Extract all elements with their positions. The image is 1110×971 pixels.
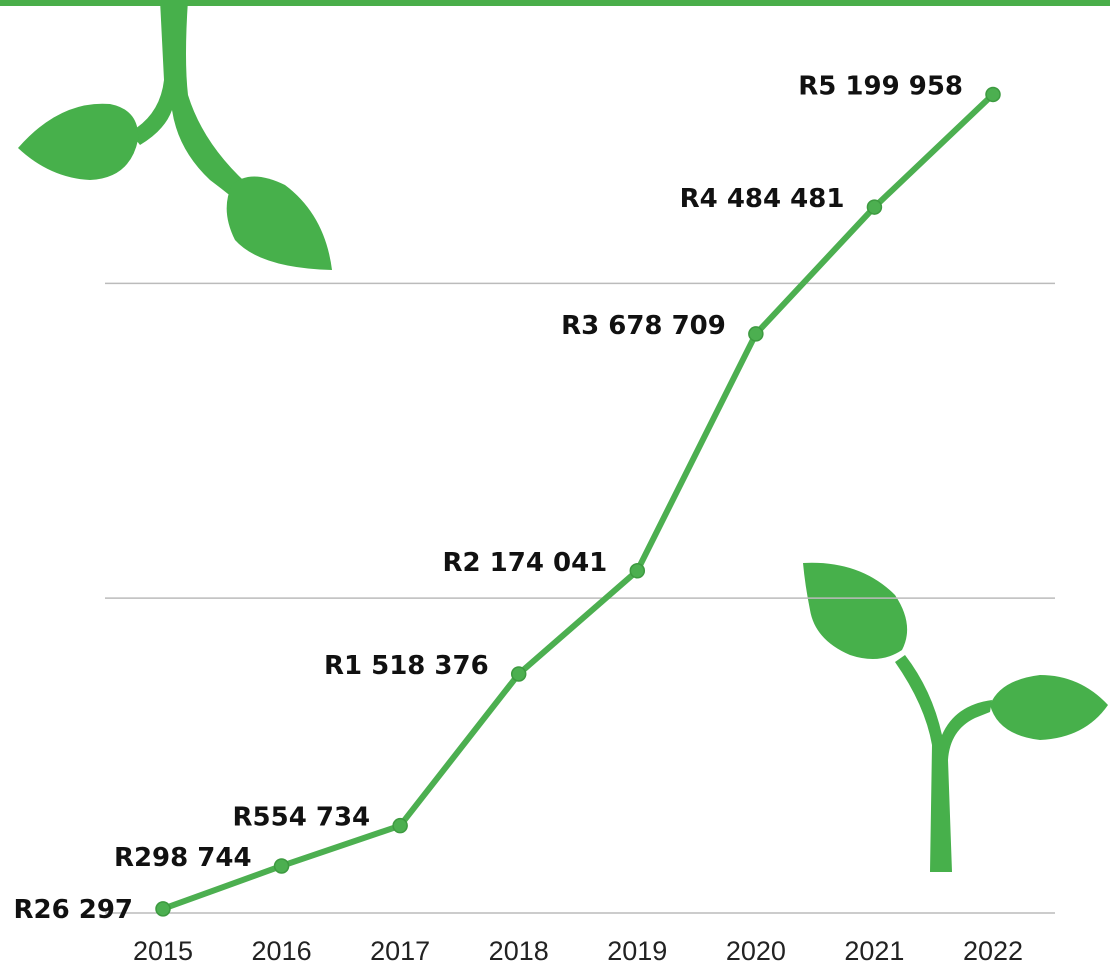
value-label: R1 518 376 xyxy=(324,651,489,681)
value-label: R554 734 xyxy=(233,803,371,833)
x-tick-label: 2018 xyxy=(489,936,549,966)
x-tick-label: 2021 xyxy=(844,936,904,966)
data-point xyxy=(393,819,407,833)
data-point xyxy=(986,87,1000,101)
x-tick-label: 2022 xyxy=(963,936,1023,966)
value-label: R3 678 709 xyxy=(561,311,726,341)
x-tick-label: 2015 xyxy=(133,936,193,966)
data-point xyxy=(275,859,289,873)
data-point xyxy=(749,327,763,341)
value-label: R2 174 041 xyxy=(443,548,608,578)
x-tick-label: 2016 xyxy=(252,936,312,966)
x-tick-label: 2020 xyxy=(726,936,786,966)
value-label: R5 199 958 xyxy=(798,71,963,101)
plot-area: 2015 2016 2017 2018 2019 2020 2021 2022 R26 297 R… xyxy=(13,71,1055,966)
plant-bottom-right xyxy=(803,563,1108,872)
plant-top-left xyxy=(18,0,332,270)
data-point xyxy=(512,667,526,681)
x-tick-label: 2019 xyxy=(607,936,667,966)
data-point xyxy=(867,200,881,214)
x-tick-label: 2017 xyxy=(370,936,430,966)
value-label: R298 744 xyxy=(114,843,252,873)
chart: 2015 2016 2017 2018 2019 2020 2021 2022 R26 297 R… xyxy=(0,0,1110,971)
value-label: R4 484 481 xyxy=(680,184,845,214)
data-point xyxy=(630,564,644,578)
page: 2015 2016 2017 2018 2019 2020 2021 2022 R26 297 R… xyxy=(0,0,1110,971)
value-label: R26 297 xyxy=(13,895,133,925)
data-point xyxy=(156,902,170,916)
